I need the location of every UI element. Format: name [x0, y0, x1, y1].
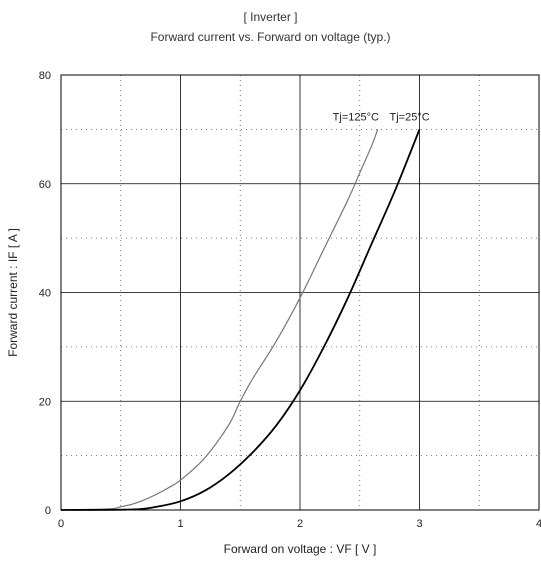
x-tick-label: 4 [536, 518, 541, 530]
x-tick-label: 0 [58, 518, 64, 530]
y-tick-label: 0 [45, 505, 51, 517]
y-tick-label: 40 [39, 288, 51, 300]
series-line-tj125 [60, 129, 379, 511]
x-axis-label: Forward on voltage : VF [ V ] [224, 542, 377, 556]
y-axis-label: Forward current : IF [ A ] [6, 228, 20, 357]
y-tick-label: 20 [39, 396, 51, 408]
x-tick-label: 2 [297, 518, 303, 530]
series-label-tj125: Tj=125°C [333, 111, 379, 123]
series-label-tj25: Tj=25°C [390, 111, 430, 123]
plot-frame [60, 74, 540, 511]
series-line-tj25 [60, 129, 421, 511]
x-tick-label: 3 [416, 518, 422, 530]
y-tick-label: 80 [39, 70, 51, 82]
chart-title: [ Inverter ] [243, 10, 298, 24]
x-tick-label: 1 [177, 518, 183, 530]
y-tick-label: 60 [39, 179, 51, 191]
chart-subtitle: Forward current vs. Forward on voltage (… [150, 30, 391, 44]
